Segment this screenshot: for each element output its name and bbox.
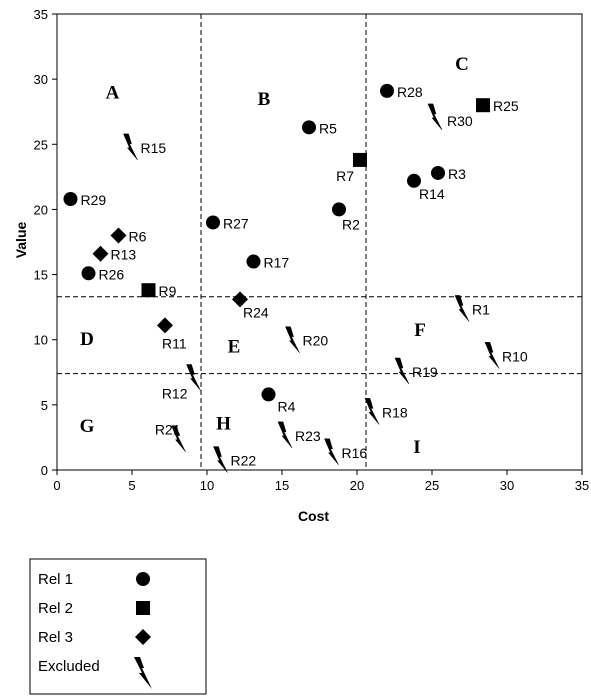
plot-frame [56,13,583,471]
y-tick-label: 15 [34,268,48,283]
point-label: R3 [448,166,466,182]
point-label: R18 [382,404,408,420]
point-label: R28 [397,84,423,100]
point-bolt [427,103,443,131]
point-diamond [110,227,127,244]
point-label: R7 [336,168,354,184]
region-label: G [80,416,95,437]
point-label: R24 [243,304,269,320]
point-label: R9 [159,283,177,299]
point-label: R14 [419,186,445,202]
point-label: R15 [141,140,167,156]
region-label: F [414,320,426,341]
point-label: R29 [81,192,107,208]
y-tick-label: 10 [34,333,48,348]
point-bolt [324,438,339,466]
region-label: A [106,83,120,104]
point-bolt [285,326,300,353]
legend: Rel 1 Rel 2 Rel 3 Excluded [29,558,207,695]
point-label: R5 [319,120,337,136]
point-circle [246,254,261,269]
legend-marker-diamond [135,629,151,645]
point-label: R12 [162,385,188,401]
legend-marker-bolt [134,657,152,689]
x-tick-label: 15 [275,478,289,493]
y-tick-label: 0 [41,463,48,478]
point-label: R22 [231,453,257,469]
legend-label: Rel 3 [38,629,73,646]
point-label: R30 [447,113,473,129]
legend-marker-square [136,601,150,615]
point-bolt [171,425,186,452]
point-bolt [277,421,293,449]
legend-label: Rel 2 [38,600,73,617]
point-label: R13 [111,247,137,263]
point-diamond [92,245,109,262]
point-bolt [484,342,500,369]
point-bolt [454,295,470,322]
y-tick-label: 20 [34,202,48,217]
point-circle [431,165,445,180]
point-bolt [394,357,410,385]
plot-area: 0 5 10 15 20 25 30 35 0 5 10 15 20 25 30 35 Cost Value A B C… [13,7,589,524]
point-bolt [364,398,380,425]
point-label: R20 [303,333,329,349]
point-circle [261,387,276,402]
point-diamond [157,317,173,334]
point-label: R26 [99,266,125,282]
point-square [353,152,367,167]
x-tick-label: 0 [53,478,60,493]
x-tick-label: 5 [128,478,135,493]
y-tick-label: 25 [34,137,48,152]
y-tick-label: 5 [41,398,48,413]
x-tick-label: 35 [575,478,589,493]
point-circle [407,173,421,188]
legend-label: Excluded [38,658,100,675]
region-label: D [80,329,94,350]
point-label: R21 [155,422,181,438]
x-tick-label: 30 [500,478,514,493]
region-label: B [258,89,271,110]
point-bolt [186,364,201,391]
y-tick-label: 35 [34,7,48,22]
x-tick-label: 10 [200,478,214,493]
legend-label: Rel 1 [38,571,73,588]
x-axis-label: Cost [298,508,329,524]
point-label: R19 [412,364,438,380]
region-label: E [228,337,241,358]
point-circle [380,83,394,98]
region-label: I [413,437,420,458]
point-square [141,283,156,298]
point-label: R2 [342,216,360,232]
point-label: R4 [278,398,296,414]
point-square [476,98,490,113]
legend-box [29,558,207,695]
point-label: R27 [223,215,249,231]
point-label: R17 [264,255,290,271]
point-label: R16 [342,445,368,461]
point-label: R10 [502,348,528,364]
legend-marker-circle [136,572,150,586]
y-tick-label: 30 [34,72,48,87]
point-circle [302,120,316,135]
point-label: R23 [295,428,321,444]
point-label: R25 [493,98,519,114]
point-bolt [213,446,228,473]
point-bolt [123,133,138,161]
point-label: R11 [162,335,187,351]
x-tick-label: 20 [350,478,364,493]
point-circle [332,202,346,217]
region-label: C [455,54,469,75]
point-label: R1 [472,301,490,317]
region-label: H [216,414,231,435]
point-circle [63,192,78,207]
x-tick-label: 25 [425,478,439,493]
point-circle [206,215,220,230]
point-circle [81,266,96,281]
y-axis-label: Value [13,222,29,259]
point-diamond [232,291,248,308]
point-label: R6 [129,228,147,244]
